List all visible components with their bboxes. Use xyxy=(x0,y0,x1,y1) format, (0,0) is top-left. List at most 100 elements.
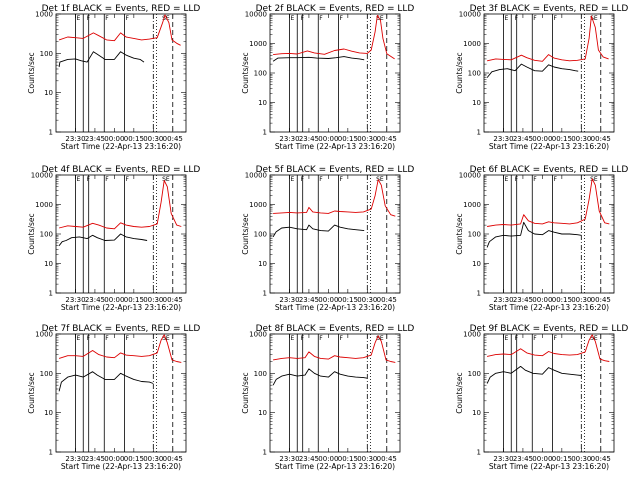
y-tick-label: 100 xyxy=(40,370,53,378)
panel-det-7: Det 7f BLACK = Events, RED = LLD 1 10 100 10… xyxy=(27,324,200,471)
panel-det-9: Det 9f BLACK = Events, RED = LLD 1 10 100 10… xyxy=(455,324,628,471)
x-tick-label: 00:45 xyxy=(377,296,397,304)
panel-title: Det 9f BLACK = Events, RED = LLD xyxy=(470,324,629,334)
x-tick-label: 23:45 xyxy=(513,135,533,143)
flag-label: F xyxy=(554,335,558,342)
x-tick-label: 00:15 xyxy=(124,135,144,143)
flag-label: E xyxy=(504,335,508,342)
panel-title: Det 6f BLACK = Events, RED = LLD xyxy=(470,165,629,175)
series-group xyxy=(58,334,182,392)
x-tick-label: 00:00 xyxy=(532,135,552,143)
x-tick-label: 23:45 xyxy=(85,296,105,304)
flag-label: F xyxy=(533,176,537,183)
lld-series-line xyxy=(273,179,396,217)
y-tick-label: 100 xyxy=(468,370,481,378)
flag-label: E xyxy=(290,335,294,342)
x-tick-label: 00:15 xyxy=(552,296,572,304)
plot-frame xyxy=(269,174,401,294)
flag-label: F xyxy=(340,335,344,342)
x-tick-label: 23:45 xyxy=(513,296,533,304)
y-tick-label: 1 xyxy=(263,290,267,298)
x-tick-label: 23:30 xyxy=(65,135,85,143)
flag-label: F xyxy=(87,15,91,22)
x-tick-label: 23:45 xyxy=(299,455,319,463)
x-tick-label: 00:15 xyxy=(338,135,358,143)
y-axis-label: Counts/sec xyxy=(241,52,250,93)
lld-series-line xyxy=(487,178,610,227)
flag-label: E xyxy=(504,15,508,22)
y-tick-label: 10000 xyxy=(459,172,481,180)
plot-frame xyxy=(483,174,615,294)
x-tick-label: 00:00 xyxy=(318,296,338,304)
x-tick-label: 00:30 xyxy=(357,455,377,463)
panel-det-4: Det 4f BLACK = Events, RED = LLD 1 10 100 10… xyxy=(27,165,200,312)
events-series-line xyxy=(272,56,365,62)
flag-label: SE xyxy=(590,15,598,22)
series-group xyxy=(486,334,610,384)
x-tick-label: 00:45 xyxy=(163,455,183,463)
panel-title: Det 1f BLACK = Events, RED = LLD xyxy=(42,4,201,14)
x-tick-label: 23:45 xyxy=(85,455,105,463)
lld-series-line xyxy=(487,15,609,62)
x-tick-label: 23:30 xyxy=(65,455,85,463)
y-tick-label: 1 xyxy=(49,449,53,457)
flag-label: SE xyxy=(162,176,170,183)
panel-det-5: Det 5f BLACK = Events, RED = LLD 1 10 100 10… xyxy=(241,165,414,312)
y-tick-label: 10 xyxy=(44,409,53,417)
flag-label: F xyxy=(340,176,344,183)
flag-label: F xyxy=(515,335,519,342)
series-group xyxy=(58,180,182,246)
flag-label: SE xyxy=(376,176,384,183)
events-series-line xyxy=(272,368,368,386)
x-axis-label: Start Time (22-Apr-13 23:16:20) xyxy=(489,303,609,312)
y-tick-label: 10 xyxy=(44,89,53,97)
x-tick-label: 23:45 xyxy=(513,455,533,463)
y-axis-label: Counts/sec xyxy=(455,213,464,254)
x-tick-label: 00:15 xyxy=(552,135,572,143)
plot-frame xyxy=(55,333,187,453)
x-tick-label: 23:30 xyxy=(493,296,513,304)
x-tick-label: 00:30 xyxy=(143,135,163,143)
y-tick-label: 1000 xyxy=(463,201,481,209)
x-tick-label: 00:15 xyxy=(552,455,572,463)
y-tick-label: 100 xyxy=(40,50,53,58)
x-tick-label: 00:30 xyxy=(571,135,591,143)
y-tick-label: 100 xyxy=(254,231,267,239)
x-tick-label: 00:15 xyxy=(124,296,144,304)
y-axis-label: Counts/sec xyxy=(455,52,464,93)
panel-det-2: Det 2f BLACK = Events, RED = LLD 1 10 100 10… xyxy=(241,4,414,151)
flag-label: F xyxy=(554,176,558,183)
flag-label: F xyxy=(87,176,91,183)
series-group xyxy=(486,15,609,78)
x-tick-label: 00:15 xyxy=(124,455,144,463)
plot-frame xyxy=(55,13,187,133)
x-tick-label: 23:30 xyxy=(65,296,85,304)
plot-frame xyxy=(269,333,401,453)
y-tick-label: 100 xyxy=(40,231,53,239)
x-tick-label: 00:45 xyxy=(377,455,397,463)
x-tick-label: 00:45 xyxy=(591,296,611,304)
flag-label: SE xyxy=(376,15,384,22)
y-tick-label: 10000 xyxy=(31,172,53,180)
series-group xyxy=(272,14,395,62)
y-axis-label: Counts/sec xyxy=(27,52,36,93)
y-tick-label: 1 xyxy=(263,129,267,137)
flag-label: E xyxy=(76,335,80,342)
x-axis-label: Start Time (22-Apr-13 23:16:20) xyxy=(489,142,609,151)
y-tick-label: 1 xyxy=(477,449,481,457)
flag-label: F xyxy=(515,176,519,183)
flag-label: F xyxy=(105,15,109,22)
plot-frame xyxy=(55,174,187,294)
flag-label: SE xyxy=(590,176,598,183)
y-axis-label: Counts/sec xyxy=(241,372,250,413)
panel-det-3: Det 3f BLACK = Events, RED = LLD 1 10 100 10… xyxy=(455,4,628,151)
x-axis-label: Start Time (22-Apr-13 23:16:20) xyxy=(61,142,181,151)
events-series-line xyxy=(58,233,148,246)
panel-title: Det 8f BLACK = Events, RED = LLD xyxy=(256,324,415,334)
y-tick-label: 100 xyxy=(254,370,267,378)
events-series-line xyxy=(58,371,154,392)
x-tick-label: 00:30 xyxy=(357,135,377,143)
y-tick-label: 10 xyxy=(472,99,481,107)
flag-label: E xyxy=(290,176,294,183)
